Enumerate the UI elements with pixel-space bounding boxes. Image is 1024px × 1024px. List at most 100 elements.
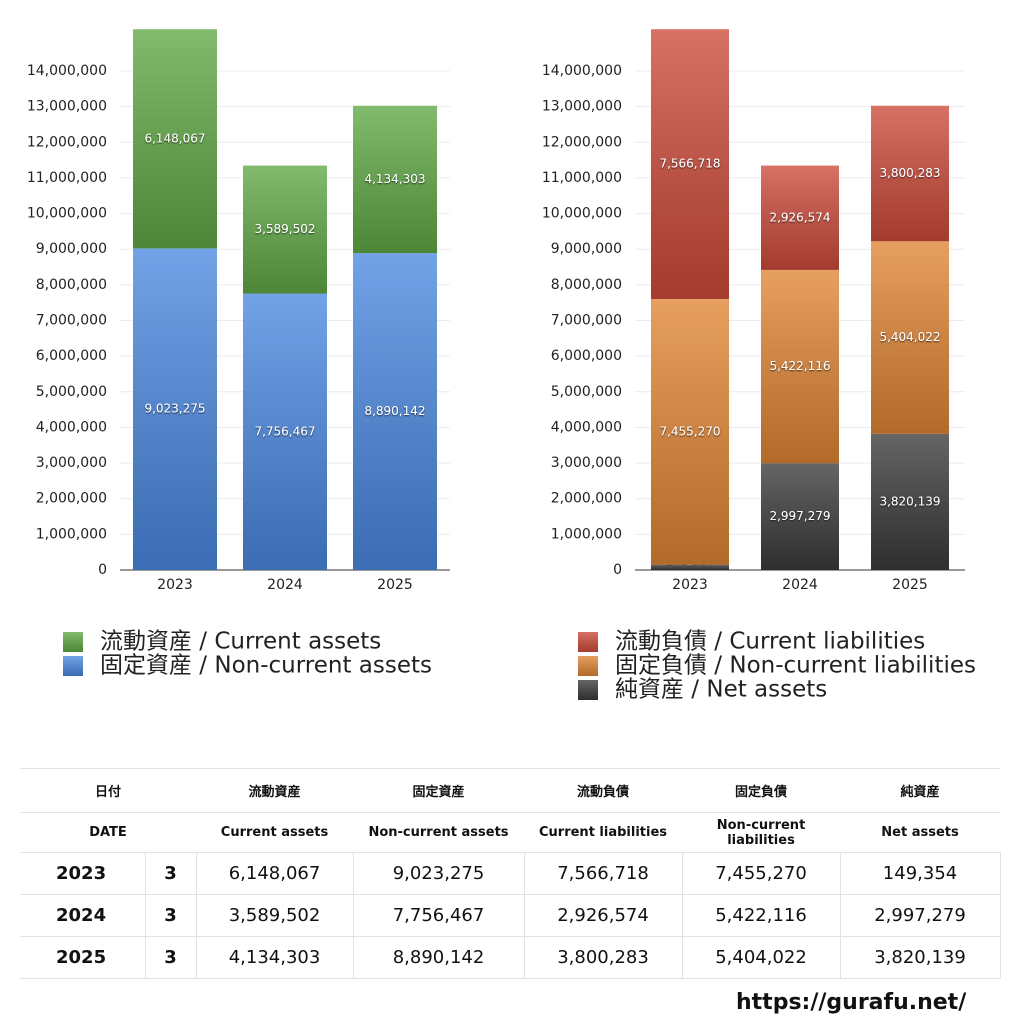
data-row: 2025 3 4,134,303 8,890,142 3,800,283 5,404,02…: [20, 936, 1001, 979]
value-label: 3,589,502: [254, 222, 315, 236]
legend-swatch-shade: [63, 632, 83, 652]
y-tick-label: 4,000,000: [36, 419, 107, 435]
footer-url: https://gurafu.net/: [736, 990, 967, 1015]
x-tick-label: 2023: [157, 577, 193, 593]
data-row: 2024 3 3,589,502 7,756,467 2,926,574 5,422,11…: [20, 894, 1001, 937]
table-cell: 7,455,270: [681, 852, 841, 895]
table-cell: 3: [144, 894, 197, 937]
value-label: 9,023,275: [144, 402, 205, 416]
header-cell: DATE: [20, 812, 197, 853]
y-tick-label: 9,000,000: [551, 241, 622, 257]
table-cell: 3,820,139: [839, 936, 1001, 979]
header-row: 日付 流動資産 固定資産 流動負債 固定負債 純資産: [20, 768, 1001, 813]
y-tick-label: 11,000,000: [542, 170, 622, 186]
y-tick-label: 2,000,000: [551, 491, 622, 507]
y-tick-label: 5,000,000: [551, 384, 622, 400]
header-cell: 固定資産: [353, 768, 525, 813]
table-cell: 5,422,116: [681, 894, 841, 937]
table-cell: 3: [144, 936, 197, 979]
value-label: 6,148,067: [144, 131, 205, 145]
bar-shade: [353, 105, 437, 254]
bar-shade: [871, 105, 949, 242]
header-cell: Non-current liabilities: [682, 812, 841, 853]
header-cell: 流動負債: [524, 768, 683, 813]
value-label: 3,800,283: [879, 166, 940, 180]
table-cell: 2024: [20, 894, 146, 937]
value-label: 2,997,279: [769, 509, 830, 523]
table-cell: 149,354: [839, 852, 1001, 895]
table-cell: 3,589,502: [195, 894, 354, 937]
data-table: 日付 流動資産 固定資産 流動負債 固定負債 純資産 DATE Current assets N…: [20, 768, 1001, 979]
y-tick-label: 13,000,000: [542, 99, 622, 115]
value-label: 3,820,139: [879, 494, 940, 508]
table-cell: 2,926,574: [523, 894, 683, 937]
table-cell: 3: [144, 852, 197, 895]
header-cell: 純資産: [840, 768, 1001, 813]
legend-swatch-shade: [578, 656, 598, 676]
y-tick-label: 1,000,000: [551, 526, 622, 542]
bar-shade: [651, 298, 729, 565]
x-tick-label: 2025: [377, 577, 413, 593]
legend-label: 固定資産 / Non-current assets: [100, 653, 432, 679]
y-tick-label: 7,000,000: [551, 313, 622, 329]
table-cell: 7,566,718: [523, 852, 683, 895]
y-tick-label: 1,000,000: [36, 526, 107, 542]
y-tick-label: 0: [98, 562, 107, 578]
table-cell: 5,404,022: [681, 936, 841, 979]
bar-shade: [761, 463, 839, 570]
bar-shade: [651, 29, 729, 299]
value-label: 7,756,467: [254, 424, 315, 438]
bar-shade: [243, 293, 327, 570]
header-cell: 流動資産: [196, 768, 354, 813]
y-tick-label: 9,000,000: [36, 241, 107, 257]
legend-swatch-shade: [578, 632, 598, 652]
y-tick-label: 14,000,000: [27, 63, 107, 79]
y-tick-label: 7,000,000: [36, 313, 107, 329]
table-cell: 7,756,467: [352, 894, 525, 937]
table-cell: 4,134,303: [195, 936, 354, 979]
y-tick-label: 6,000,000: [551, 348, 622, 364]
y-tick-label: 13,000,000: [27, 99, 107, 115]
y-tick-label: 12,000,000: [27, 134, 107, 150]
bar-shade: [133, 248, 217, 570]
header-cell: Net assets: [840, 812, 1001, 853]
y-tick-label: 10,000,000: [542, 206, 622, 222]
bar-shade: [353, 253, 437, 570]
value-label: 7,455,270: [659, 424, 720, 438]
y-tick-label: 14,000,000: [542, 63, 622, 79]
legend-label: 固定負債 / Non-current liabilities: [615, 653, 976, 679]
table-cell: 2,997,279: [839, 894, 1001, 937]
table-cell: 3,800,283: [523, 936, 683, 979]
y-tick-label: 0: [613, 562, 622, 578]
header-cell: Current assets: [196, 812, 354, 853]
value-label: 2,926,574: [769, 210, 830, 224]
value-label: 8,890,142: [364, 404, 425, 418]
x-tick-label: 2025: [892, 577, 928, 593]
x-tick-label: 2023: [672, 577, 708, 593]
legend-swatch-shade: [63, 656, 83, 676]
legend-swatch-shade: [578, 680, 598, 700]
header-row: DATE Current assets Non-current assets Curr…: [20, 812, 1001, 853]
y-tick-label: 3,000,000: [551, 455, 622, 471]
data-row: 2023 3 6,148,067 9,023,275 7,566,718 7,455,27…: [20, 852, 1001, 895]
value-label: 7,566,718: [659, 157, 720, 171]
table-cell: 2023: [20, 852, 146, 895]
y-tick-label: 2,000,000: [36, 491, 107, 507]
legend-label: 純資産 / Net assets: [615, 677, 827, 703]
value-label: 5,422,116: [769, 359, 830, 373]
y-tick-label: 8,000,000: [36, 277, 107, 293]
header-cell: Non-current assets: [353, 812, 525, 853]
legend-label: 流動資産 / Current assets: [100, 629, 381, 655]
y-tick-label: 11,000,000: [27, 170, 107, 186]
bar-shade: [761, 269, 839, 464]
y-tick-label: 3,000,000: [36, 455, 107, 471]
bar-shade: [761, 165, 839, 270]
bar-shade: [871, 241, 949, 434]
x-tick-label: 2024: [782, 577, 818, 593]
charts: 0 1,000,000 2,000,000 3,000,000 4,000,000 5,0…: [27, 29, 976, 703]
y-tick-label: 12,000,000: [542, 134, 622, 150]
bar-shade: [133, 29, 217, 249]
value-label: 4,134,303: [364, 172, 425, 186]
table-cell: 2025: [20, 936, 146, 979]
